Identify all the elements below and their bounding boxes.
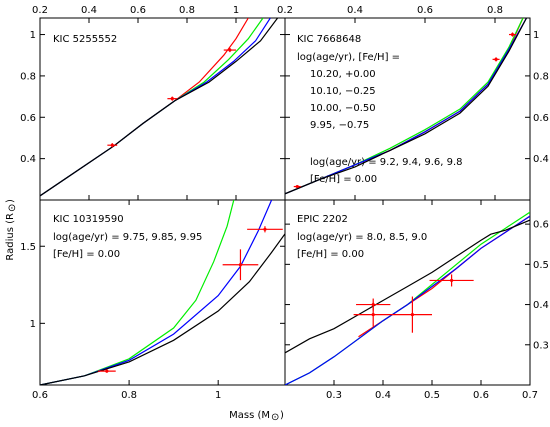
- data-point: [97, 369, 116, 373]
- y-tick-label: 0.6: [20, 113, 36, 124]
- x-tick-label: 0.7: [522, 390, 538, 401]
- y-tick-label: 0.4: [533, 154, 549, 165]
- x-tick-label: 0.2: [277, 5, 293, 16]
- data-point: [353, 302, 393, 327]
- y-tick-label: 0.8: [20, 71, 36, 82]
- x-tick-label: 0.6: [473, 390, 489, 401]
- panel-annotation: 10.00, −0.50: [310, 103, 376, 114]
- panel-annotation: 10.10, −0.25: [310, 86, 376, 97]
- y-tick-label: 0.6: [533, 113, 549, 124]
- x-tick-label: 0.4: [347, 5, 363, 16]
- series-line: [40, 233, 285, 385]
- y-tick-label: 1: [30, 319, 36, 330]
- series-line: [285, 18, 528, 195]
- series-line: [40, 200, 273, 385]
- x-tick-label: 0.8: [179, 5, 195, 16]
- series-line: [40, 200, 235, 385]
- x-tick-label: 0.5: [424, 390, 440, 401]
- panel-annotation: [Fe/H] = 0.00: [297, 249, 364, 260]
- x-tick-label: 0.2: [32, 5, 48, 16]
- panel-annotation: KIC 5255552: [53, 34, 117, 45]
- panel-kic7668648: 0.2 0.4 0.6 0.8 0.4 0.6 0.8 1 KIC 7668648 log(age…: [277, 5, 549, 201]
- x-tick-label: 0.4: [81, 5, 97, 16]
- panel-annotation: 9.95, −0.75: [310, 120, 369, 131]
- panel-annotation: KIC 7668648: [297, 34, 361, 45]
- x-tick-label: 0.8: [487, 5, 503, 16]
- y-tick-label: 1: [30, 30, 36, 41]
- y-tick-label: 1.5: [20, 242, 36, 253]
- x-axis-title: Mass (M: [229, 410, 270, 421]
- data-point: [492, 57, 500, 62]
- panel-annotation: KIC 10319590: [53, 214, 124, 225]
- panel-annotation: [Fe/H] = 0.00: [310, 174, 377, 185]
- x-tick-label: 1: [215, 390, 221, 401]
- y-tick-label: 1: [533, 30, 539, 41]
- x-tick-label: 0.4: [375, 390, 391, 401]
- x-axis-sun-symbol: ⊙: [271, 412, 279, 423]
- x-tick-label: 0.6: [32, 390, 48, 401]
- x-tick-label: 0.6: [130, 5, 146, 16]
- series-group: [40, 200, 285, 385]
- panel-frame: [284, 199, 531, 386]
- panel-annotation: EPIC 2202: [297, 214, 348, 225]
- panel-annotation: log(age/yr) = 8.0, 8.5, 9.0: [297, 232, 427, 243]
- data-point: [509, 32, 516, 37]
- data-point: [223, 47, 236, 53]
- data-point: [429, 274, 474, 287]
- y-tick-label: 0.4: [20, 154, 36, 165]
- x-tick-label: 1: [233, 5, 239, 16]
- series-line: [285, 215, 530, 385]
- x-tick-label: 0.3: [326, 390, 342, 401]
- series-group: [285, 211, 530, 385]
- data-point: [167, 96, 178, 101]
- y-tick-label: 0.4: [533, 300, 549, 311]
- panel-annotation: 10.20, +0.00: [310, 69, 376, 80]
- panel-epic2202: 0.3 0.4 0.5 0.6 0.7 0.3 0.4 0.5 0.6 EPIC 2202 log(…: [284, 199, 549, 401]
- panel-kic10319590: 0.6 0.8 1 1 1.5 KIC 10319590 log(age/yr) = 9.7…: [20, 199, 286, 401]
- y-axis-sun-symbol: ⊙: [7, 204, 18, 212]
- x-tick-label: 0.6: [417, 5, 433, 16]
- y-axis-title: Radius (R: [5, 213, 16, 261]
- panel-annotation: log(age/yr) = 9.2, 9.4, 9.6, 9.8: [310, 157, 463, 168]
- series-line: [285, 18, 528, 195]
- x-tick-label: 0.8: [121, 390, 137, 401]
- y-axis-title-close: ): [5, 199, 16, 203]
- y-tick-label: 0.8: [533, 71, 549, 82]
- panel-annotation: [Fe/H] = 0.00: [53, 249, 120, 260]
- panel-frame: [39, 199, 286, 386]
- y-axis-title-group: Radius (R ⊙ ): [5, 199, 18, 261]
- series-line: [285, 219, 530, 354]
- series-group: [40, 18, 279, 197]
- series-line: [40, 18, 279, 197]
- data-point: [392, 296, 432, 333]
- data-point: [293, 184, 301, 189]
- panel-annotation: log(age/yr) = 9.75, 9.85, 9.95: [53, 232, 202, 243]
- panel-kic5255552: 0.2 0.4 0.6 0.8 1 0.4 0.6 0.8 1 KIC 5255552 log(ag…: [20, 5, 463, 201]
- y-tick-label: 0.5: [533, 260, 549, 271]
- panel-annotation: log(age/yr), [Fe/H] =: [297, 52, 400, 63]
- y-tick-label: 0.6: [533, 220, 549, 231]
- x-axis-title-close: ): [280, 410, 284, 421]
- series-group: [285, 18, 528, 195]
- data-point: [222, 249, 259, 281]
- data-point: [247, 226, 283, 233]
- data-point: [107, 143, 118, 148]
- y-tick-label: 0.3: [533, 340, 549, 351]
